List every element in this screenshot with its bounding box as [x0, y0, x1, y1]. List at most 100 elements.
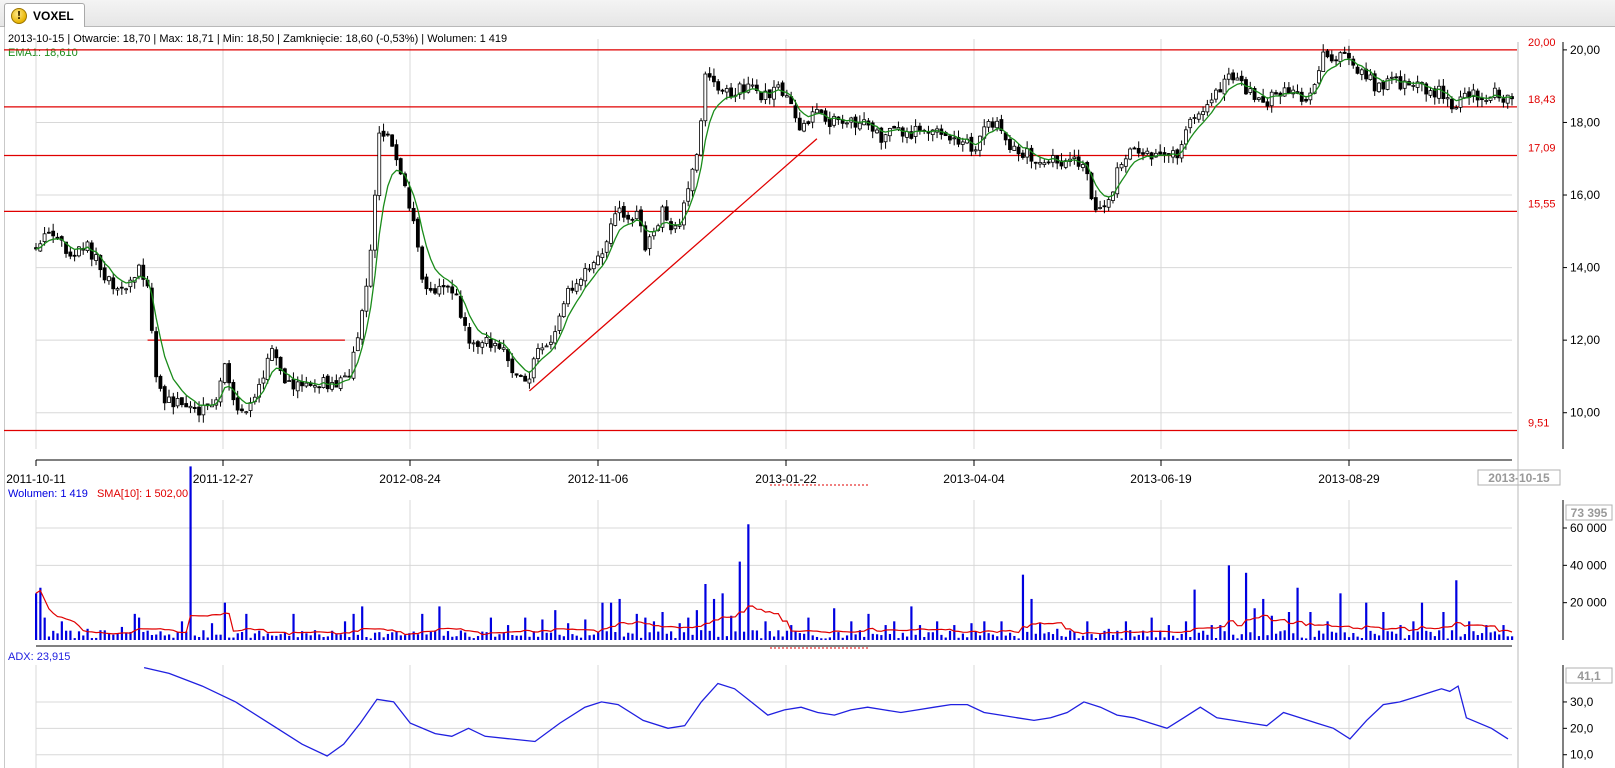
- candle: [797, 112, 802, 131]
- volume-bar: [228, 637, 231, 640]
- candle-body: [59, 236, 64, 241]
- candle: [1317, 66, 1321, 85]
- candle-body: [802, 123, 806, 132]
- volume-bar: [875, 634, 879, 640]
- quote-open-label: Otwarcie:: [73, 33, 120, 45]
- price-panel[interactable]: 10,00 12,00 14,00 16,00 18,00 20,00 2011-10-11…: [4, 37, 1600, 768]
- candle: [544, 343, 549, 348]
- candle-body: [518, 375, 523, 377]
- volume-bar: [1292, 633, 1295, 640]
- candle-body: [750, 84, 755, 87]
- volume-bar: [639, 637, 643, 640]
- candle: [1415, 75, 1420, 94]
- candle-body: [398, 158, 403, 175]
- candle: [162, 384, 167, 411]
- volume-bar: [1480, 633, 1484, 640]
- candle-body: [1286, 87, 1291, 94]
- volume-bar: [1287, 612, 1291, 640]
- volume-bar: [1163, 637, 1166, 640]
- candle-body: [240, 408, 244, 412]
- candle-body: [85, 241, 90, 251]
- candle-body: [1008, 139, 1012, 151]
- candle-body: [707, 73, 712, 78]
- candle: [750, 78, 755, 89]
- volume-bar: [1154, 637, 1158, 640]
- volume-bar: [1017, 638, 1020, 640]
- candle-body: [98, 254, 103, 271]
- volume-bar: [725, 636, 729, 640]
- candle-body: [1020, 152, 1025, 158]
- candle-body: [720, 89, 725, 92]
- volume-bar: [404, 635, 407, 640]
- candle: [737, 81, 742, 99]
- volume-bar: [884, 625, 887, 640]
- volume-bar: [1197, 632, 1200, 640]
- candle-body: [1016, 146, 1021, 155]
- candle: [1008, 135, 1012, 153]
- candle-body: [742, 84, 746, 93]
- quote-line: 2013-10-15 | Otwarcie: 18,70 | Max: 18,7…: [8, 33, 508, 45]
- candle: [772, 80, 776, 107]
- volume-bar: [421, 613, 424, 640]
- quote-min: 18,50: [246, 33, 275, 45]
- volume-bar: [275, 635, 278, 640]
- adx-panel[interactable]: 10,0 20,0 30,0 41,1: [35, 665, 1613, 768]
- volume-bar: [283, 632, 287, 640]
- candle: [1458, 90, 1463, 113]
- candle: [291, 372, 296, 396]
- volume-bar: [978, 635, 982, 640]
- volume-bar: [172, 637, 175, 640]
- candle-body: [737, 83, 742, 95]
- candle-body: [330, 382, 334, 390]
- candle: [411, 201, 416, 224]
- volume-bar: [519, 635, 523, 640]
- volume-bar: [841, 637, 844, 640]
- candle: [660, 204, 665, 233]
- candle-body: [480, 342, 485, 348]
- candle: [742, 78, 746, 100]
- candle-body: [265, 357, 270, 380]
- candle-body: [990, 121, 995, 128]
- volume-bar: [1223, 631, 1226, 640]
- candle: [119, 281, 124, 295]
- candle-body: [1377, 82, 1381, 93]
- candle: [364, 278, 369, 318]
- volume-bar: [313, 630, 317, 640]
- candle: [982, 119, 987, 146]
- candle: [1123, 154, 1128, 173]
- candle: [1226, 67, 1231, 86]
- volume-bar: [704, 584, 707, 640]
- candle: [514, 373, 519, 378]
- price-y-tick-label: 12,00: [1570, 333, 1600, 347]
- candle: [969, 132, 974, 157]
- candle-body: [832, 116, 836, 126]
- candle-body: [536, 348, 540, 359]
- volume-bar: [112, 634, 115, 640]
- candle-body: [1192, 117, 1197, 119]
- volume-bar: [807, 617, 810, 640]
- quote-close: 18,60: [345, 33, 373, 45]
- volume-bar: [644, 617, 647, 640]
- volume-bar: [1360, 638, 1364, 640]
- candle: [343, 372, 347, 378]
- volume-bar: [682, 632, 686, 640]
- tab-voxel[interactable]: ! VOXEL: [4, 3, 85, 27]
- volume-bar: [562, 636, 565, 640]
- candle-body: [441, 285, 446, 288]
- volume-bar: [193, 635, 196, 640]
- candle: [1201, 106, 1205, 122]
- candle: [548, 335, 553, 350]
- volume-bar: [481, 631, 484, 640]
- candle-body: [119, 286, 124, 289]
- candle: [1325, 49, 1330, 59]
- candle: [1016, 143, 1021, 162]
- volume-bar: [627, 632, 630, 640]
- candle-body: [875, 129, 879, 134]
- volume-bar: [1073, 631, 1076, 640]
- candle-body: [1029, 147, 1034, 162]
- candle: [1299, 87, 1304, 106]
- volume-bar: [365, 637, 368, 640]
